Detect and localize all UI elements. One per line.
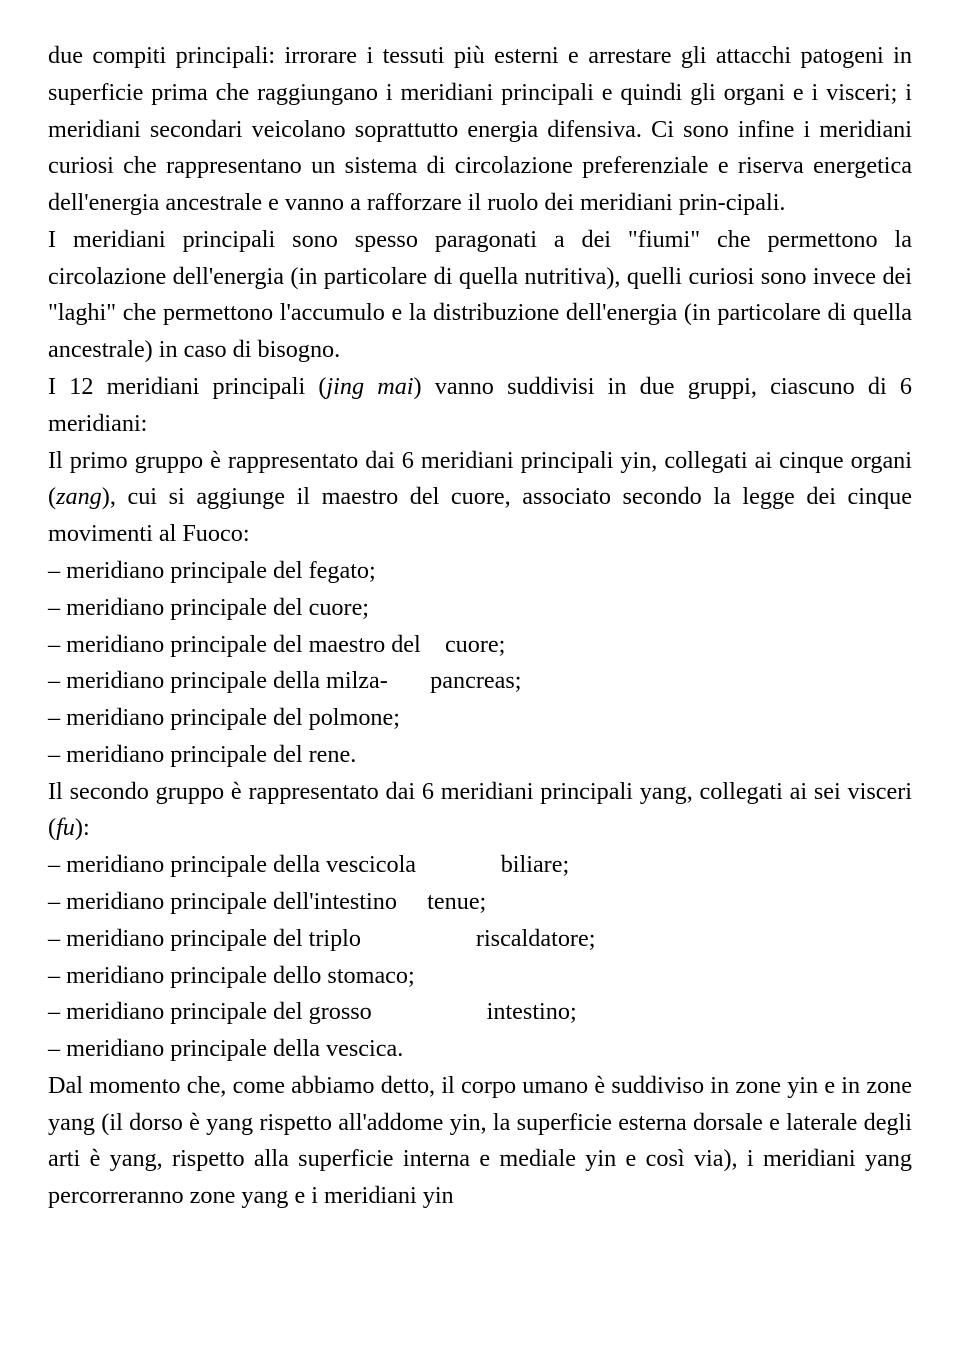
list-item: meridiano principale dello stomaco; <box>48 958 912 995</box>
list-item: meridiano principale del fegato; <box>48 553 912 590</box>
list-item: – meridiano principale dell'intestino te… <box>48 884 912 921</box>
document-page: due compiti principali: irrorare i tessu… <box>0 0 960 1253</box>
list-item: – meridiano principale del triplo riscal… <box>48 921 912 958</box>
paragraph-1: due compiti principali: irrorare i tessu… <box>48 38 912 222</box>
list-item: – meridiano principale della milza- panc… <box>48 663 912 700</box>
list-item: – meridiano principale della vescicola b… <box>48 847 912 884</box>
list-item: meridiano principale del cuore; <box>48 590 912 627</box>
text: ): <box>75 814 90 841</box>
list-item: meridiano principale del polmone; <box>48 700 912 737</box>
paragraph-5: Il secondo gruppo è rappresentato dai 6 … <box>48 774 912 848</box>
list-item: meridiano principale del rene. <box>48 737 912 774</box>
paragraph-6: Dal momento che, come abbiamo detto, il … <box>48 1068 912 1215</box>
paragraph-2: I meridiani principali sono spesso parag… <box>48 222 912 369</box>
paragraph-3: I 12 meridiani principali (jing mai) van… <box>48 369 912 443</box>
text: ), cui si aggiunge il maestro del cuore,… <box>48 483 912 547</box>
list-item: meridiano principale della vescica. <box>48 1031 912 1068</box>
italic-zang: zang <box>56 483 102 510</box>
list-item: – meridiano principale del grosso intest… <box>48 994 912 1031</box>
text: I 12 meridiani principali ( <box>48 373 326 400</box>
italic-fu: fu <box>56 814 75 841</box>
text: Il secondo gruppo è rappresentato dai 6 … <box>48 778 912 842</box>
italic-jing-mai: jing mai <box>326 373 413 400</box>
paragraph-4: Il primo gruppo è rappresentato dai 6 me… <box>48 443 912 553</box>
list-item: – meridiano principale del maestro del c… <box>48 627 912 664</box>
